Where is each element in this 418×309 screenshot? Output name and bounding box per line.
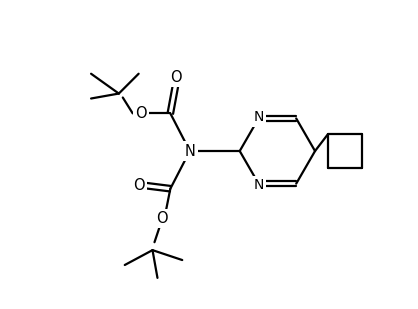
Text: N: N bbox=[185, 144, 196, 159]
Text: O: O bbox=[135, 106, 146, 121]
Text: O: O bbox=[157, 211, 168, 226]
Text: O: O bbox=[171, 70, 182, 85]
Text: N: N bbox=[253, 178, 264, 192]
Text: O: O bbox=[133, 178, 145, 193]
Text: N: N bbox=[253, 110, 264, 125]
